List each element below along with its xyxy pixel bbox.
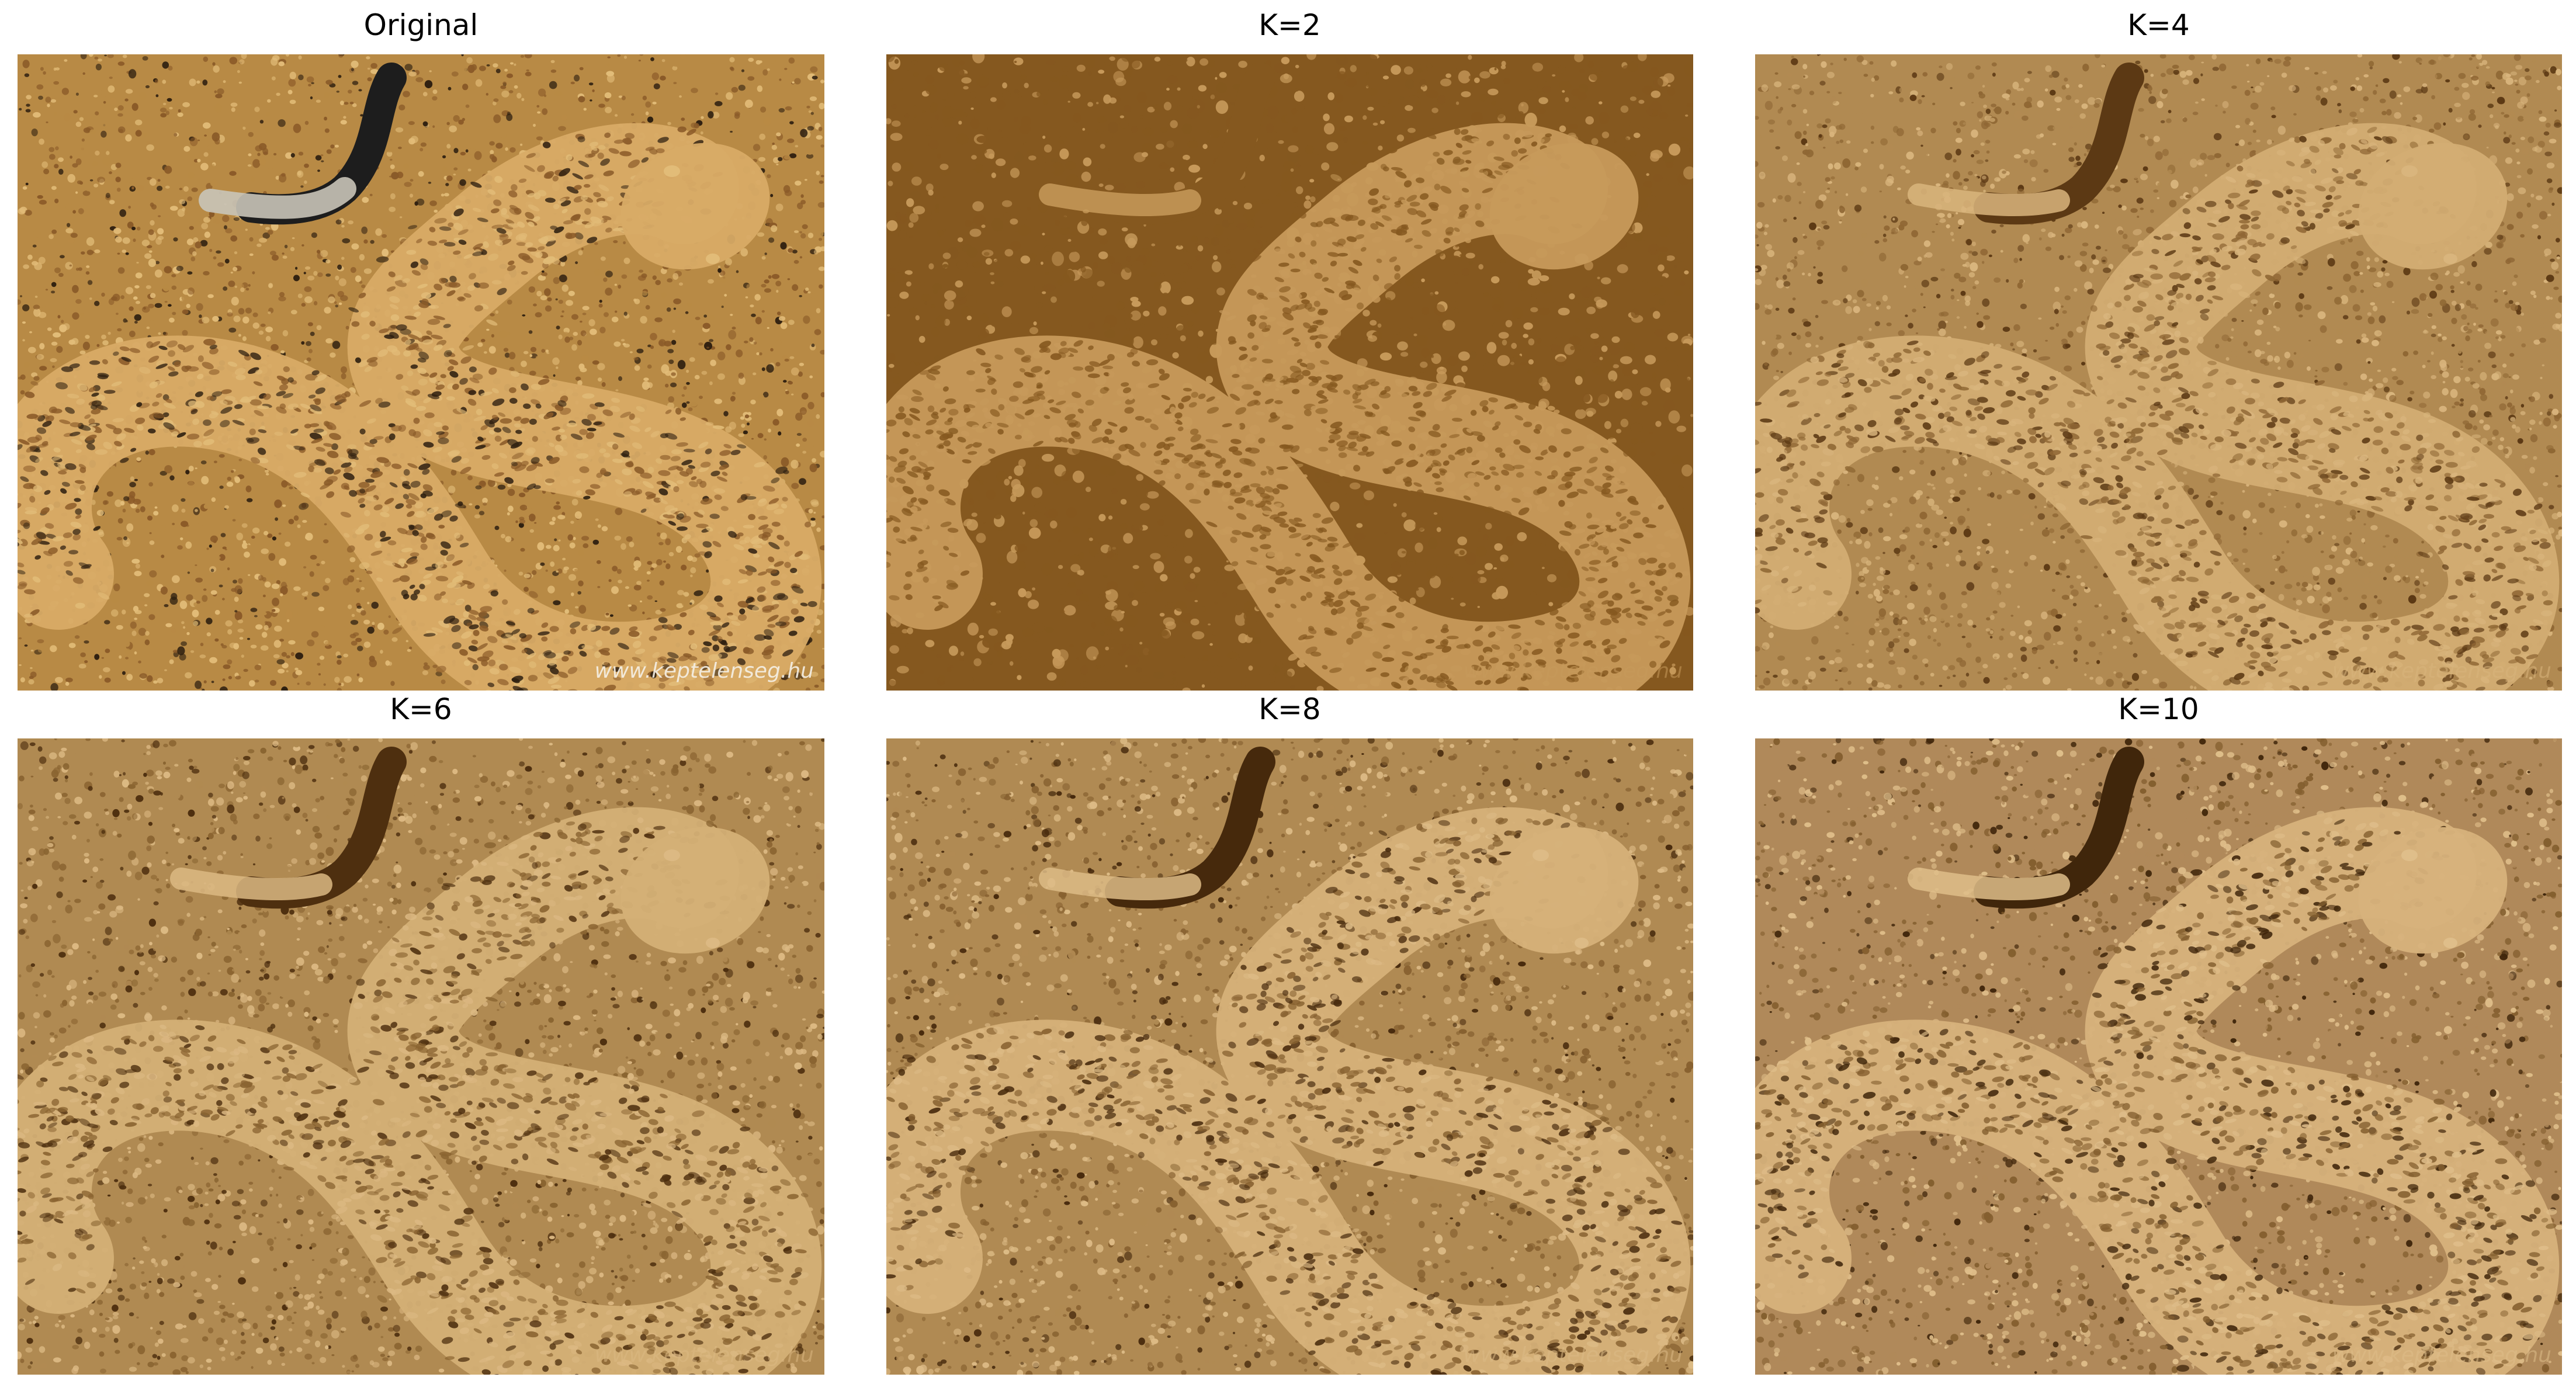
panel-title: K=6 — [18, 692, 824, 727]
panel-k6: K=6 www.keptelenseg.hu — [18, 692, 824, 1375]
snake-image: www.keptelenseg.hu — [1755, 54, 2562, 691]
panel-original: Original www.keptelenseg.hu — [18, 8, 824, 691]
watermark-text: www.keptelenseg.hu — [595, 1343, 814, 1367]
snake-image: www.keptelenseg.hu — [1755, 738, 2562, 1375]
snake-image: www.keptelenseg.hu — [886, 738, 1693, 1375]
watermark-text: www.keptelenseg.hu — [595, 659, 814, 683]
panel-title: Original — [18, 8, 824, 43]
panel-k8: K=8 www.keptelenseg.hu — [886, 692, 1693, 1375]
panel-title: K=4 — [1755, 8, 2562, 43]
panel-title: K=10 — [1755, 692, 2562, 727]
panel-title: K=8 — [886, 692, 1693, 727]
panel-k10: K=10 www.keptelenseg.hu — [1755, 692, 2562, 1375]
watermark-text: www.keptelenseg.hu — [2332, 659, 2551, 683]
panel-k4: K=4 www.keptelenseg.hu — [1755, 8, 2562, 691]
panel-title: K=2 — [886, 8, 1693, 43]
watermark-text: www.keptelenseg.hu — [1464, 659, 1683, 683]
snake-image: www.keptelenseg.hu — [18, 54, 824, 691]
panel-k2: K=2 www.keptelenseg.hu — [886, 8, 1693, 691]
watermark-text: www.keptelenseg.hu — [1464, 1343, 1683, 1367]
watermark-text: www.keptelenseg.hu — [2332, 1343, 2551, 1367]
snake-image: www.keptelenseg.hu — [18, 738, 824, 1375]
snake-image: www.keptelenseg.hu — [886, 54, 1693, 691]
